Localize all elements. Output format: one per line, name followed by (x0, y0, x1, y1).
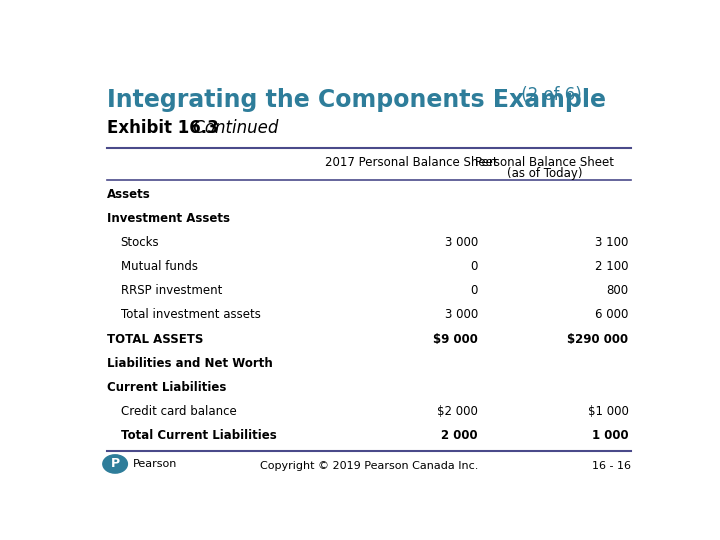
Text: RRSP investment: RRSP investment (121, 285, 222, 298)
Circle shape (103, 455, 127, 473)
Text: Pearson: Pearson (133, 459, 177, 469)
Text: Total Current Liabilities: Total Current Liabilities (121, 429, 276, 442)
Text: Continued: Continued (188, 119, 278, 137)
Text: Integrating the Components Example: Integrating the Components Example (107, 87, 606, 112)
Text: TOTAL ASSETS: TOTAL ASSETS (107, 333, 203, 346)
Text: Mutual funds: Mutual funds (121, 260, 198, 273)
Text: 16 - 16: 16 - 16 (593, 461, 631, 471)
Text: $290 000: $290 000 (567, 333, 629, 346)
Text: Exhibit 16.3: Exhibit 16.3 (107, 119, 218, 137)
Text: 800: 800 (606, 285, 629, 298)
Text: Copyright © 2019 Pearson Canada Inc.: Copyright © 2019 Pearson Canada Inc. (260, 461, 478, 471)
Text: Personal Balance Sheet: Personal Balance Sheet (475, 156, 614, 169)
Text: $9 000: $9 000 (433, 333, 478, 346)
Text: Stocks: Stocks (121, 236, 159, 249)
Text: 3 000: 3 000 (444, 308, 478, 321)
Text: $1 000: $1 000 (588, 405, 629, 418)
Text: Liabilities and Net Worth: Liabilities and Net Worth (107, 357, 272, 370)
Text: Total investment assets: Total investment assets (121, 308, 261, 321)
Text: (2 of 6): (2 of 6) (516, 85, 582, 104)
Text: (as of Today): (as of Today) (507, 167, 582, 180)
Text: 0: 0 (470, 260, 478, 273)
Text: $2 000: $2 000 (437, 405, 478, 418)
Text: 3 100: 3 100 (595, 236, 629, 249)
Text: 2 000: 2 000 (441, 429, 478, 442)
Text: 0: 0 (470, 285, 478, 298)
Text: 1 000: 1 000 (592, 429, 629, 442)
Text: Credit card balance: Credit card balance (121, 405, 236, 418)
Text: Current Liabilities: Current Liabilities (107, 381, 226, 394)
Text: 2017 Personal Balance Sheet: 2017 Personal Balance Sheet (325, 156, 498, 169)
Text: 6 000: 6 000 (595, 308, 629, 321)
Text: 3 000: 3 000 (444, 236, 478, 249)
Text: P: P (111, 457, 120, 470)
Text: Assets: Assets (107, 188, 150, 201)
Text: 2 100: 2 100 (595, 260, 629, 273)
Text: Investment Assets: Investment Assets (107, 212, 230, 225)
